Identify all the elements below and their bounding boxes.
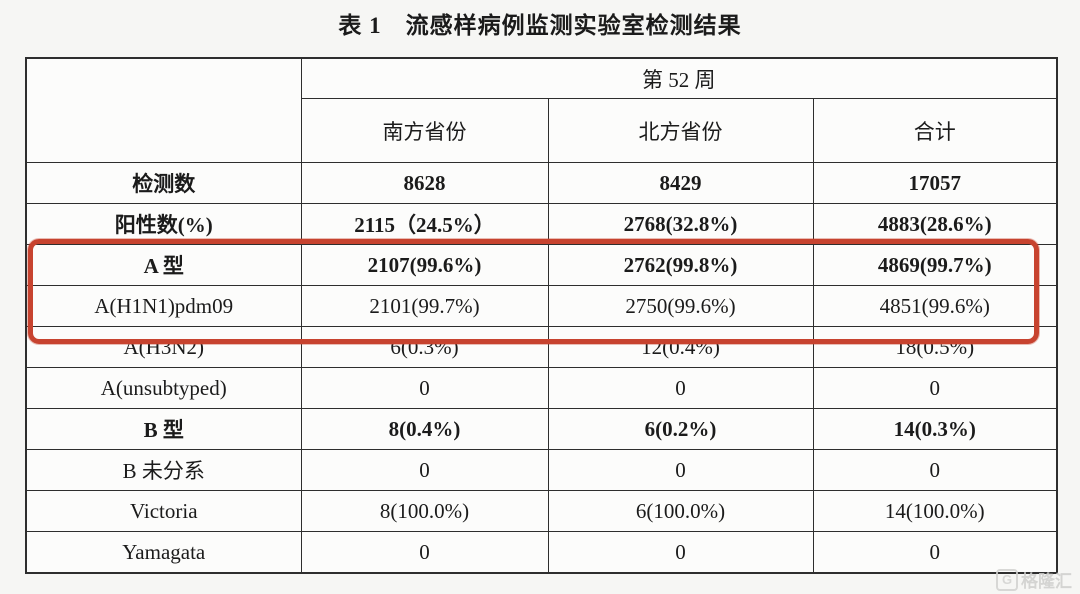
cell-south: 2101(99.7%) [300,285,549,327]
table-row: Yamagata 0 0 0 [25,531,1058,574]
cell-south: 8628 [300,162,549,204]
cell-south: 0 [300,367,549,409]
cell-total: 18(0.5%) [812,326,1058,368]
cell-north: 0 [547,531,814,574]
table-header-columns-row: 南方省份 北方省份 合计 [26,98,1058,163]
column-header-total: 合计 [812,98,1058,163]
table-row: 阳性数(%) 2115（24.5%） 2768(32.8%) 4883(28.6… [25,203,1058,245]
row-label: Yamagata [25,531,302,574]
cell-north: 0 [547,367,814,409]
column-header-south: 南方省份 [300,98,549,163]
cell-south: 2115（24.5%） [300,203,549,245]
cell-south: 8(100.0%) [300,490,549,532]
cell-north: 6(0.2%) [547,408,814,450]
cell-total: 0 [812,367,1058,409]
cell-south: 8(0.4%) [300,408,549,450]
table-row: B 未分系 0 0 0 [25,449,1058,491]
corner-cell [25,57,302,163]
row-label: 阳性数(%) [25,203,302,245]
cell-total: 17057 [812,162,1058,204]
row-label: A(H1N1)pdm09 [25,285,302,327]
row-label: A 型 [25,244,302,286]
row-label: A(unsubtyped) [25,367,302,409]
cell-north: 12(0.4%) [547,326,814,368]
cell-south: 2107(99.6%) [300,244,549,286]
watermark: G 格隆汇 [996,567,1072,592]
row-label: Victoria [25,490,302,532]
table-title: 表 1 流感样病例监测实验室检测结果 [338,13,742,38]
cell-south: 0 [300,531,549,574]
table-row-highlighted: A(H1N1)pdm09 2101(99.7%) 2750(99.6%) 485… [25,285,1058,327]
cell-south: 6(0.3%) [300,326,549,368]
cell-north: 6(100.0%) [547,490,814,532]
table-row: A(H3N2) 6(0.3%) 12(0.4%) 18(0.5%) [25,326,1058,368]
cell-north: 8429 [547,162,814,204]
row-label: 检测数 [25,162,302,204]
cell-total: 0 [812,449,1058,491]
cell-north: 2762(99.8%) [547,244,814,286]
table-row: A(unsubtyped) 0 0 0 [25,367,1058,409]
cell-total: 4869(99.7%) [812,244,1058,286]
table-row: B 型 8(0.4%) 6(0.2%) 14(0.3%) [25,408,1058,450]
cell-total: 0 [812,531,1058,574]
cell-total: 14(100.0%) [812,490,1058,532]
week-header-cell: 第 52 周 [300,57,1058,99]
table-row: 检测数 8628 8429 17057 [25,162,1058,204]
table-header-week-row: 第 52 周 [25,57,1058,163]
table-row: Victoria 8(100.0%) 6(100.0%) 14(100.0%) [25,490,1058,532]
cell-north: 2768(32.8%) [547,203,814,245]
cell-north: 2750(99.6%) [547,285,814,327]
row-label: A(H3N2) [25,326,302,368]
watermark-text: 格隆汇 [1021,572,1072,591]
cell-total: 4883(28.6%) [812,203,1058,245]
cell-total: 14(0.3%) [812,408,1058,450]
watermark-logo-icon: G [996,568,1018,591]
cell-north: 0 [547,449,814,491]
row-label: B 型 [25,408,302,450]
column-header-north: 北方省份 [547,98,814,163]
cell-total: 4851(99.6%) [812,285,1058,327]
row-label: B 未分系 [25,449,302,491]
table-row-highlighted: A 型 2107(99.6%) 2762(99.8%) 4869(99.7%) [25,244,1058,286]
cell-south: 0 [300,449,549,491]
lab-results-table: 第 52 周 南方省份 北方省份 合计 检测数 8628 8429 17057 … [25,57,1059,574]
